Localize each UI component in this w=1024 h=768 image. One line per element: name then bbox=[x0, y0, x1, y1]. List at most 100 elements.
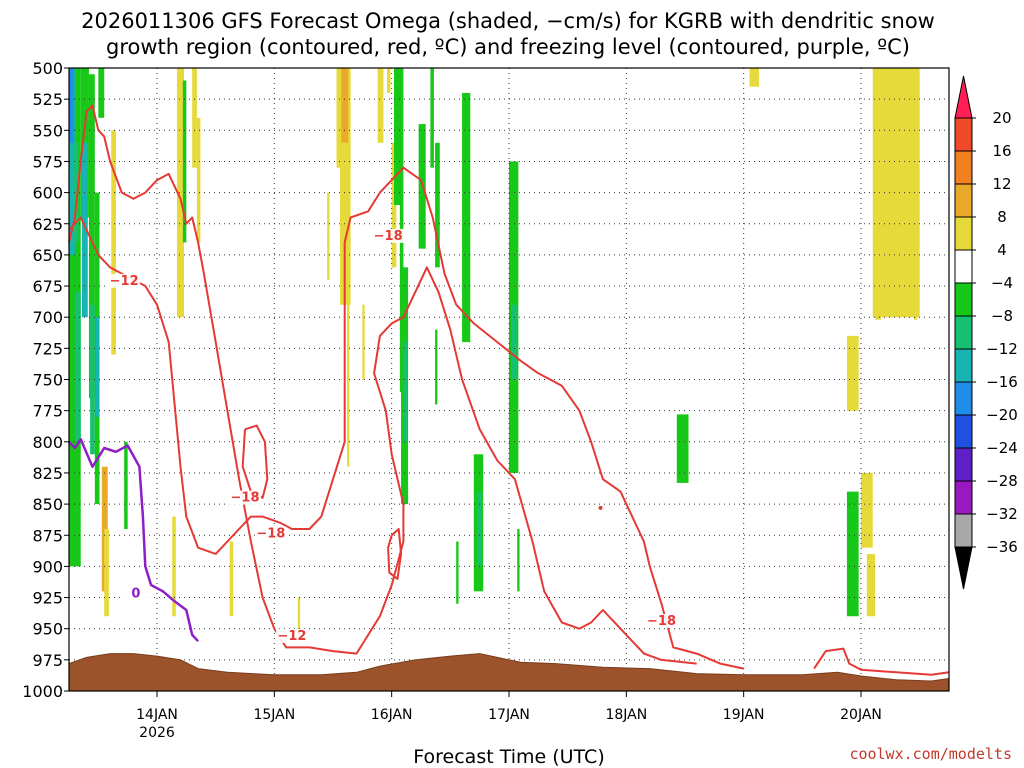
y-tick-label: 875 bbox=[32, 526, 63, 545]
plot-area: −18 −12 −18 −18 −12 −18 0 500 525 550 575 600 625 650… bbox=[22, 59, 1018, 741]
y-tick-label: 925 bbox=[32, 589, 63, 608]
colorbar-label: 12 bbox=[992, 175, 1011, 193]
omega-shading bbox=[394, 68, 403, 206]
contour-label: −18 bbox=[231, 491, 260, 506]
colorbar-label: −8 bbox=[991, 307, 1013, 325]
y-tick-label: 750 bbox=[32, 371, 63, 390]
contour-label: −18 bbox=[647, 614, 676, 629]
contour-label: −18 bbox=[256, 527, 285, 542]
y-tick-label: 850 bbox=[32, 495, 63, 514]
omega-shading bbox=[347, 217, 350, 467]
contour-label-bg bbox=[645, 613, 678, 628]
omega-shading bbox=[111, 130, 116, 355]
colorbar-label: −36 bbox=[986, 538, 1018, 556]
y-tick-label: 825 bbox=[32, 464, 63, 483]
contour-label: −12 bbox=[277, 629, 306, 644]
colorbar-swatch bbox=[954, 480, 973, 515]
omega-shading bbox=[861, 472, 873, 548]
omega-shading bbox=[176, 68, 184, 318]
omega-shading bbox=[341, 68, 349, 143]
omega-shading bbox=[462, 92, 471, 343]
omega-shading bbox=[477, 491, 483, 567]
colorbar-label: −12 bbox=[986, 340, 1018, 358]
omega-shading bbox=[104, 529, 109, 617]
omega-shading bbox=[391, 142, 397, 268]
dgz-contour-island bbox=[241, 424, 269, 499]
freezing-level-contour bbox=[68, 438, 200, 643]
omega-shading bbox=[95, 317, 100, 417]
omega-shading bbox=[88, 74, 95, 399]
y-tick-label: 1000 bbox=[22, 682, 63, 701]
y-tick-label: 575 bbox=[32, 152, 63, 171]
omega-shading bbox=[69, 68, 74, 143]
omega-shading bbox=[362, 304, 365, 380]
y-tick-label: 500 bbox=[32, 59, 63, 78]
colorbar-label: −20 bbox=[986, 406, 1018, 424]
contour-label-bg bbox=[275, 628, 308, 643]
dgz-contour-minus12 bbox=[68, 104, 697, 665]
credit-text: coolwx.com/modelts bbox=[849, 745, 1012, 763]
omega-shading bbox=[340, 142, 351, 305]
colorbar-swatch bbox=[954, 216, 973, 251]
omega-shading bbox=[875, 304, 881, 320]
y-tick-label: 800 bbox=[32, 433, 63, 452]
y-tick-label: 625 bbox=[32, 215, 63, 234]
y-tick-label: 700 bbox=[32, 308, 63, 327]
colorbar-swatch bbox=[954, 348, 973, 383]
omega-shading bbox=[749, 68, 759, 87]
colorbar-extend-top bbox=[954, 75, 973, 119]
omega-shading bbox=[913, 304, 918, 320]
colorbar-extend-bottom bbox=[954, 546, 973, 590]
omega-shading bbox=[90, 304, 95, 455]
omega-shading bbox=[456, 541, 459, 604]
contour-label: −12 bbox=[110, 274, 139, 289]
contour-label: 0 bbox=[131, 587, 140, 602]
dgz-contour-dot bbox=[598, 505, 603, 510]
y-tick-label: 600 bbox=[32, 184, 63, 203]
omega-shading bbox=[866, 553, 876, 617]
omega-shading bbox=[297, 597, 301, 635]
colorbar-label: 8 bbox=[997, 208, 1007, 226]
contour-label-bg bbox=[372, 228, 405, 243]
x-tick-label: 16JAN bbox=[371, 707, 413, 723]
y-tick-label: 775 bbox=[32, 402, 63, 421]
dgz-contour-island bbox=[387, 528, 403, 580]
omega-shading bbox=[846, 491, 859, 617]
colorbar-label: −4 bbox=[991, 274, 1013, 292]
contour-label-bg bbox=[119, 586, 152, 601]
colorbar-swatch bbox=[954, 381, 973, 416]
y-tick-label: 550 bbox=[32, 121, 63, 140]
y-tick-label: 675 bbox=[32, 277, 63, 296]
omega-shading bbox=[403, 342, 407, 442]
y-tick-label: 650 bbox=[32, 246, 63, 265]
contour-label-bg bbox=[254, 526, 287, 541]
colorbar-label: 20 bbox=[992, 109, 1011, 127]
omega-shading bbox=[81, 142, 88, 318]
omega-shading bbox=[74, 292, 81, 442]
y-tick-label: 725 bbox=[32, 339, 63, 358]
colorbar-swatch bbox=[954, 117, 973, 152]
omega-shading bbox=[872, 68, 920, 318]
colorbar-swatch bbox=[954, 447, 973, 482]
colorbar-swatch bbox=[954, 150, 973, 185]
omega-shading bbox=[196, 117, 201, 243]
omega-shading bbox=[73, 142, 79, 243]
x-tick-label: 20JAN bbox=[840, 707, 882, 723]
x-axis-label: Forecast Time (UTC) bbox=[413, 746, 604, 768]
x-tick-label: 15JAN bbox=[253, 707, 295, 723]
omega-shading bbox=[229, 541, 234, 617]
colorbar-swatch bbox=[954, 183, 973, 218]
omega-shading bbox=[846, 335, 859, 411]
colorbar-label: −24 bbox=[986, 439, 1018, 457]
y-tick-label: 950 bbox=[32, 620, 63, 639]
x-tick-sublabel: 2026 bbox=[139, 725, 175, 741]
colorbar-label: 4 bbox=[997, 241, 1007, 259]
x-tick-label: 17JAN bbox=[488, 707, 530, 723]
x-tick-label: 19JAN bbox=[723, 707, 765, 723]
omega-shading bbox=[435, 142, 440, 268]
omega-shading bbox=[676, 414, 689, 483]
omega-shading bbox=[435, 329, 438, 405]
omega-shading bbox=[192, 68, 197, 168]
contour-label: −18 bbox=[374, 229, 403, 244]
contour-label-bg bbox=[229, 490, 261, 505]
